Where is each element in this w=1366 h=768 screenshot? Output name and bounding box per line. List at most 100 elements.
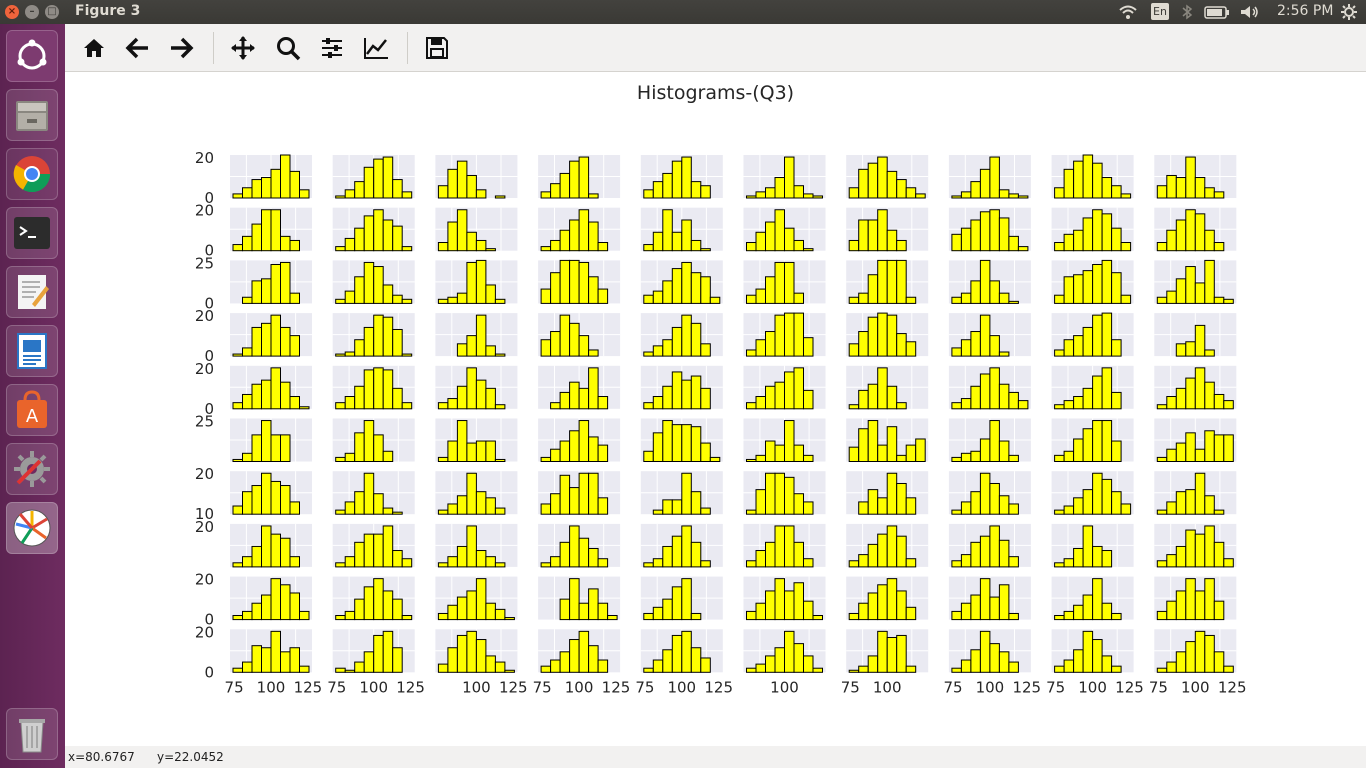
- histogram-bar: [466, 525, 477, 568]
- histogram-bar: [1008, 503, 1019, 515]
- pan-icon[interactable]: [230, 35, 256, 61]
- close-window-button[interactable]: ×: [5, 5, 19, 19]
- histogram-bar: [1063, 558, 1075, 568]
- clock[interactable]: 2:56 PM: [1277, 3, 1334, 19]
- histogram-bar: [867, 383, 879, 410]
- histogram-bar: [1073, 604, 1084, 621]
- histogram-bar: [1223, 434, 1234, 462]
- histogram-bar: [335, 195, 346, 199]
- histogram-bar: [643, 450, 654, 462]
- save-icon[interactable]: [424, 35, 450, 61]
- histogram-bar: [1111, 612, 1122, 621]
- histogram-bar: [569, 322, 580, 357]
- battery-icon[interactable]: [1204, 6, 1230, 19]
- minimize-window-button[interactable]: –: [25, 5, 39, 19]
- x-tick-label: 100: [976, 678, 1005, 696]
- histogram-bar: [998, 584, 1010, 621]
- histogram-bar: [671, 499, 683, 515]
- histogram-bar: [569, 219, 580, 252]
- histogram-bar: [848, 239, 860, 252]
- histogram-bar: [905, 665, 917, 673]
- histogram-bar: [485, 497, 496, 515]
- histogram-bar: [456, 545, 468, 568]
- y-tick-label: 0: [204, 242, 214, 260]
- ubuntu-dash-icon[interactable]: [6, 30, 58, 82]
- terminal-icon[interactable]: [6, 207, 58, 259]
- matplotlib-icon[interactable]: [6, 502, 58, 554]
- histogram-bar: [494, 562, 506, 568]
- writer-icon[interactable]: [6, 325, 58, 377]
- system-settings-icon[interactable]: [6, 443, 58, 495]
- histogram-bar: [363, 533, 375, 568]
- histogram-bar: [1054, 404, 1065, 410]
- x-tick-label: 100: [770, 678, 799, 696]
- histogram-bar: [1204, 430, 1215, 462]
- y-tick-label: 20: [195, 465, 214, 483]
- histogram-bar: [1111, 491, 1122, 515]
- histogram-bar: [1204, 634, 1215, 673]
- wifi-icon[interactable]: [1118, 5, 1138, 19]
- histogram-bar: [588, 193, 599, 199]
- histogram-bar: [793, 239, 804, 252]
- histogram-bar: [681, 379, 692, 410]
- histogram-bar: [765, 440, 776, 462]
- histogram-bar: [550, 239, 561, 252]
- histogram-bar: [588, 276, 599, 304]
- histogram-bar: [354, 339, 365, 357]
- histogram-bar: [700, 507, 711, 515]
- histogram-bar: [784, 590, 795, 621]
- configure-subplots-icon[interactable]: [319, 35, 345, 61]
- histogram-bar: [251, 223, 262, 252]
- histogram-bar: [1213, 393, 1225, 410]
- histogram-bar: [1120, 193, 1132, 199]
- histogram-bar: [765, 385, 776, 410]
- files-icon[interactable]: [6, 89, 58, 141]
- system-gear-icon[interactable]: [1341, 4, 1357, 20]
- forward-icon[interactable]: [168, 35, 194, 61]
- bluetooth-icon[interactable]: [1181, 4, 1193, 20]
- figure-canvas[interactable]: Histograms-(Q3) 20 0 20 0 25 0 20 0 20 0 25 20 10 20 2…: [65, 72, 1366, 746]
- histogram-bar: [597, 444, 609, 463]
- back-icon[interactable]: [125, 35, 151, 61]
- home-icon[interactable]: [81, 35, 107, 61]
- histogram-bar: [1166, 600, 1177, 621]
- histogram-bar: [344, 610, 356, 621]
- histogram-bar: [989, 156, 1000, 199]
- histogram-bar: [755, 231, 766, 252]
- histogram-bar: [1063, 505, 1075, 515]
- histogram-bar: [700, 185, 711, 199]
- histogram-bar: [354, 276, 365, 304]
- y-tick-label: 25: [195, 413, 214, 431]
- histogram-bar: [299, 665, 310, 673]
- x-tick-label: 75: [1046, 678, 1065, 696]
- histogram-bar: [559, 314, 571, 357]
- histogram-bar: [989, 482, 1000, 515]
- histogram-bar: [746, 349, 757, 357]
- histogram-bar: [251, 383, 262, 410]
- histogram-bar: [373, 634, 384, 673]
- histogram-bar: [569, 525, 580, 568]
- histogram-bar: [1063, 610, 1075, 621]
- histogram-bar: [578, 472, 590, 515]
- keyboard-layout-indicator[interactable]: En: [1151, 3, 1169, 20]
- software-center-icon[interactable]: A: [6, 384, 58, 436]
- histogram-bar: [1063, 450, 1075, 462]
- histogram-bar: [765, 276, 776, 304]
- histogram-bar: [335, 246, 346, 252]
- histogram-bar: [578, 602, 590, 621]
- zoom-icon[interactable]: [275, 35, 301, 61]
- histogram-bar: [373, 209, 384, 252]
- text-editor-icon[interactable]: [6, 266, 58, 318]
- volume-icon[interactable]: [1240, 5, 1260, 19]
- edit-axes-icon[interactable]: [363, 35, 389, 61]
- histogram-bar: [232, 615, 243, 621]
- histogram-bar: [401, 246, 413, 252]
- histogram-bar: [1054, 454, 1065, 463]
- histogram-bar: [652, 396, 664, 410]
- histogram-bar: [1111, 440, 1122, 462]
- trash-icon[interactable]: [6, 708, 58, 760]
- maximize-window-button[interactable]: □: [45, 5, 59, 19]
- histogram-bar: [475, 314, 487, 357]
- chrome-icon[interactable]: [6, 148, 58, 200]
